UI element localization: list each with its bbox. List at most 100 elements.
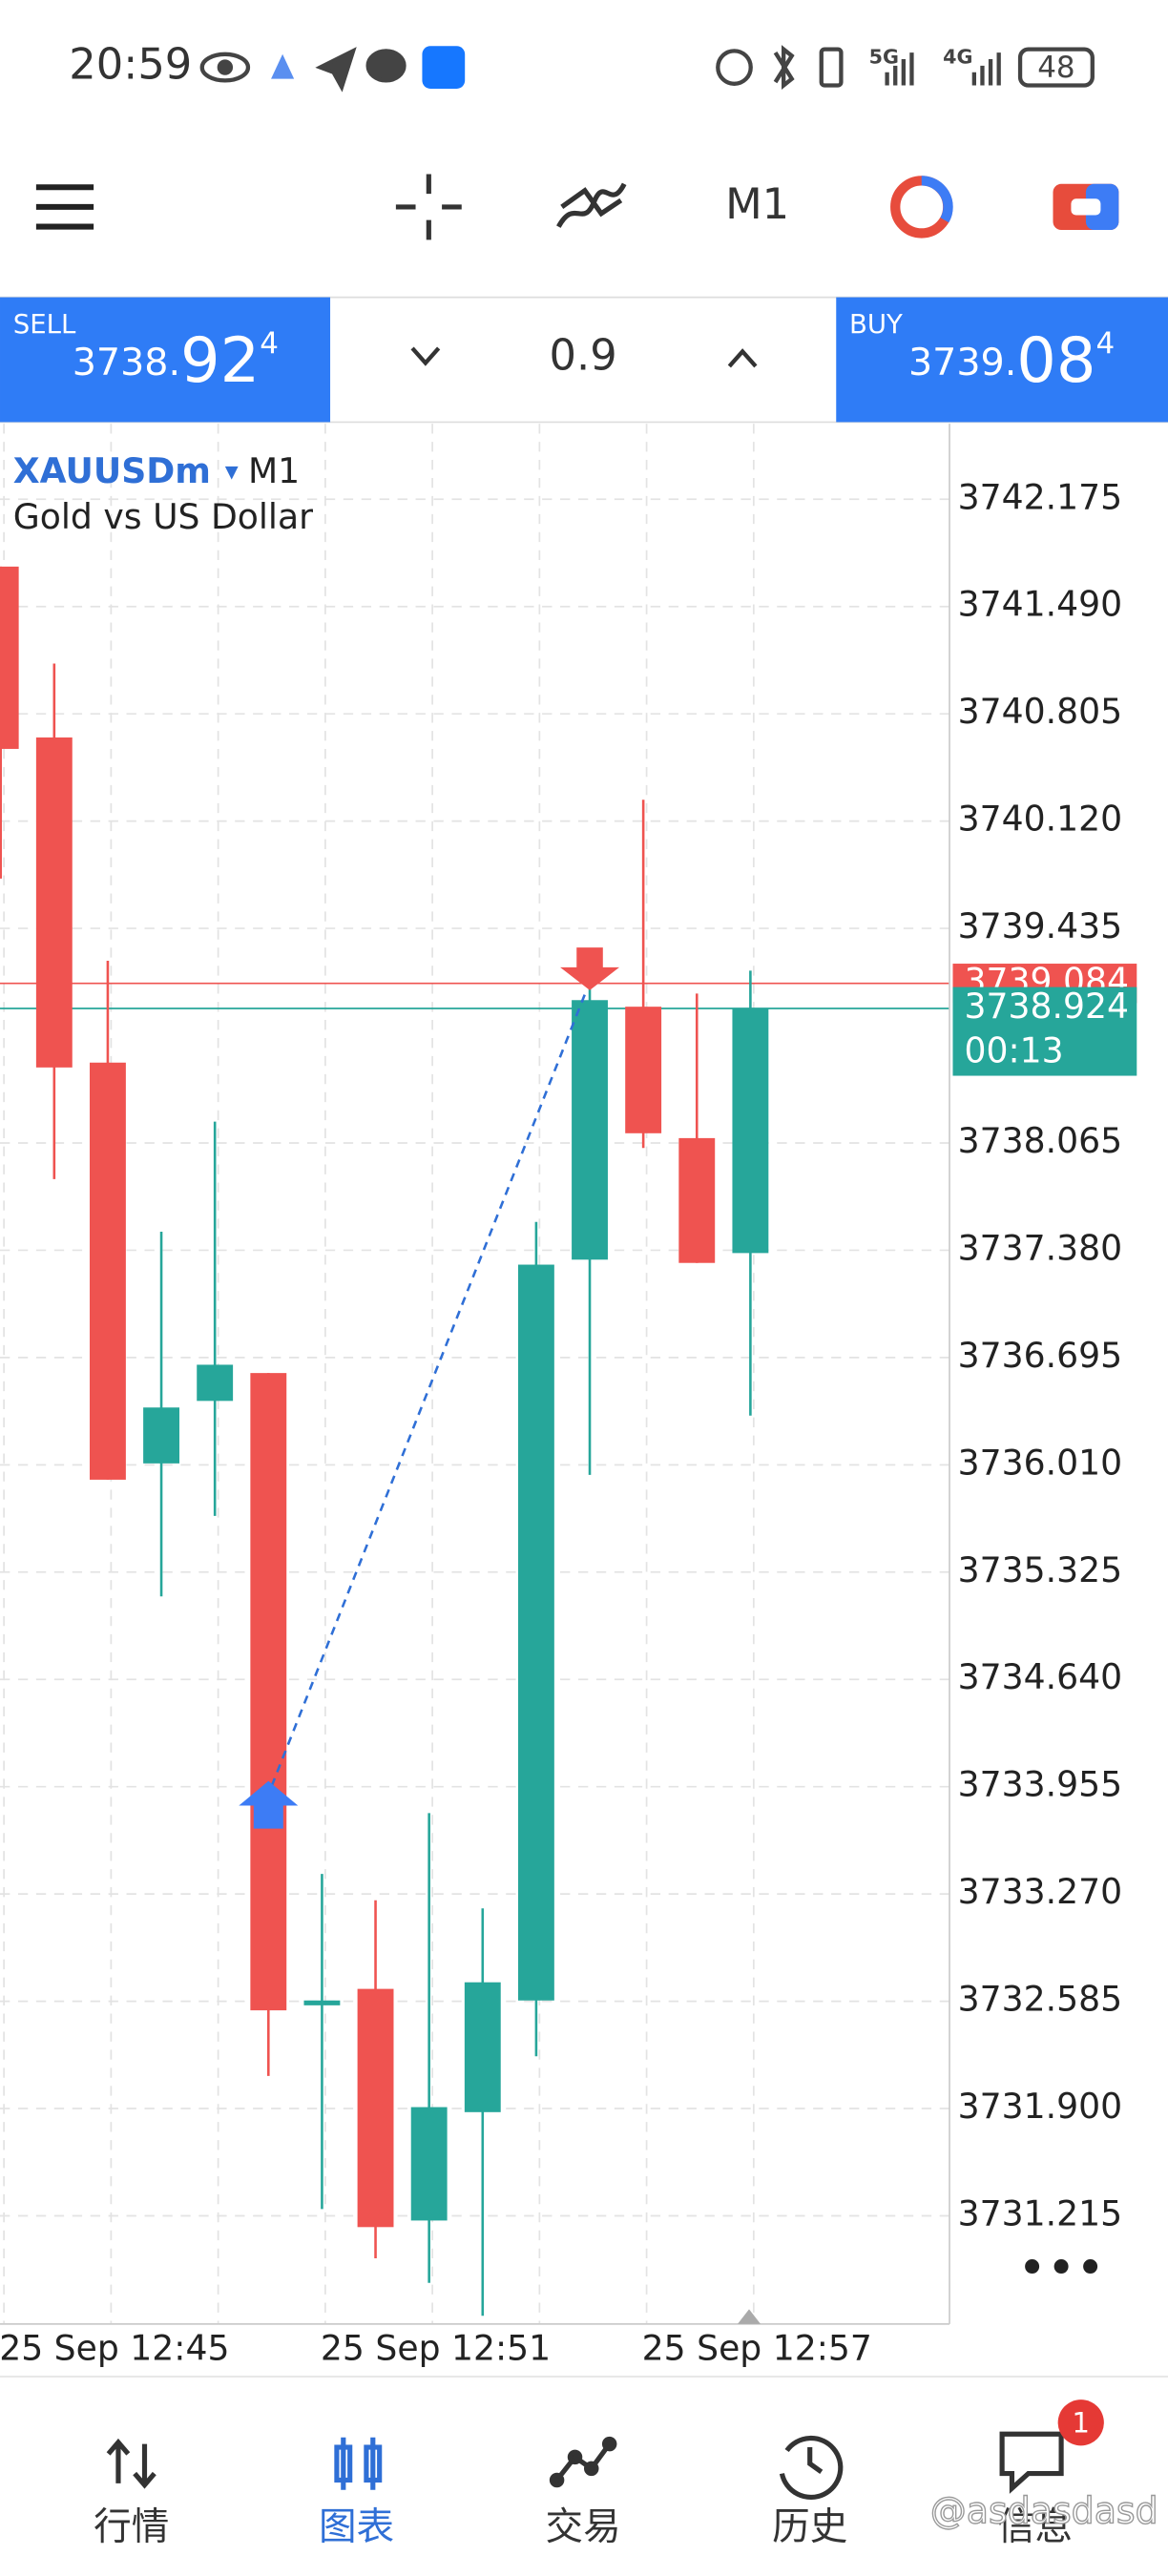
chart-description: Gold vs US Dollar [13,496,313,537]
eye-icon [199,52,251,83]
network-label: 5G [869,45,899,68]
price-main: 3739. [908,341,1016,384]
history-icon [779,2435,844,2501]
alipay-icon [422,46,466,89]
crosshair-button[interactable] [395,174,462,240]
y-tick-label: 3736.695 [958,1335,1122,1376]
timeframe-button[interactable]: M1 [725,178,789,229]
candle-body [410,2107,448,2221]
y-tick-label: 3731.900 [958,2086,1122,2127]
badge [1057,2399,1104,2446]
trade-icon-part [1071,198,1101,216]
y-axis: 3742.175 3741.490 3740.805 3740.120 3739.435… [952,476,1137,2233]
buy-label: BUY [849,309,903,340]
quotes-icon [106,2438,156,2489]
nav-label[interactable]: 行情 [94,2505,169,2549]
nav-trade[interactable] [549,2436,617,2488]
bid-label-box [952,987,1137,1076]
trade-line [270,989,588,1787]
chart-timeframe: M1 [248,450,300,491]
trade-icon-dot [584,2461,599,2477]
buy-button[interactable] [836,297,1168,423]
nav-history[interactable] [779,2435,844,2501]
vibrate-icon [819,47,844,88]
nav-label[interactable]: 图表 [319,2505,394,2549]
y-tick-label: 3741.490 [958,584,1122,625]
trade-button[interactable] [1053,183,1119,231]
x-tick-label: 25 Sep 12:51 [321,2327,551,2368]
candle-body [0,566,19,749]
y-tick-label: 3739.435 [958,905,1122,946]
trade-icon-dot [549,2472,565,2488]
trade-icon-part [1085,183,1119,231]
nav-label[interactable]: 历史 [772,2505,847,2549]
candle-body [517,1264,554,2001]
sell-price: 3738.924 [73,324,279,397]
network-label: 4G [943,45,972,68]
objects-button[interactable] [890,176,953,239]
sell-button[interactable] [0,297,331,423]
y-tick-label: 3742.175 [958,476,1122,517]
menu-button[interactable] [35,184,94,230]
crosshair-icon [395,174,462,240]
signal-bars [885,52,1001,86]
candle-body [678,1137,716,1263]
watermark: @asdasdasd [930,2489,1158,2531]
lot-decrease[interactable] [410,346,441,366]
x-tick-label: 25 Sep 12:45 [0,2327,229,2368]
chart-symbol: XAUUSDm [13,450,211,491]
candle-body [35,737,73,1068]
x-tick-label: 25 Sep 12:57 [642,2327,872,2368]
trade-icon-dot [567,2449,583,2465]
nav-label[interactable]: 信息 [997,2505,1073,2549]
candle-body [732,1008,769,1254]
symbol-dropdown[interactable] [224,466,239,480]
y-tick-label: 3733.955 [958,1764,1122,1805]
price-big: 92 [180,324,260,397]
battery-level: 48 [1037,51,1074,85]
bluetooth-icon [773,45,795,90]
buy-arrow [239,1780,299,1829]
app-icon [271,53,295,79]
indicators-icon [556,182,627,228]
candle-body [197,1364,234,1402]
history-icon [807,2447,824,2474]
indicators-button[interactable] [556,182,627,228]
countdown: 00:13 [965,1029,1064,1070]
status-icons [199,45,1095,93]
nav-messages[interactable] [999,2431,1064,2494]
y-tick-label: 3731.215 [958,2192,1122,2233]
candle-body [90,1062,126,1480]
sell-label: SELL [13,309,76,340]
y-tick-label: 3737.380 [958,1227,1122,1268]
candle-body [250,1373,287,2011]
candle-body [464,1982,501,2112]
y-tick-label: 3736.010 [958,1442,1122,1483]
lot-size[interactable]: 0.9 [550,329,617,380]
candle-body [357,1988,394,2228]
nav-quotes[interactable] [106,2438,156,2489]
price-small: 4 [260,326,279,361]
eye-pupil [217,59,234,75]
price-big: 08 [1016,324,1095,397]
y-tick-label: 3735.325 [958,1549,1122,1590]
lot-increase[interactable] [727,348,758,368]
wechat-icon [365,49,407,83]
trade-icon [554,2442,612,2483]
candle-body [625,1007,662,1133]
nav-label[interactable]: 交易 [546,2505,621,2549]
telegram-icon [315,47,357,93]
current-marker [737,2309,761,2324]
messages-icon [999,2431,1064,2494]
price-main: 3738. [73,341,180,384]
battery-outline [1017,47,1095,88]
chart-icon [341,2437,376,2490]
candle-body [143,1407,179,1464]
y-tick-label: 3740.805 [958,691,1122,732]
nav-chart[interactable] [334,2437,383,2490]
more-button[interactable]: ••• [1017,2240,1104,2297]
y-tick-label: 3738.065 [958,1120,1122,1161]
y-tick-label: 3732.585 [958,1979,1122,2020]
